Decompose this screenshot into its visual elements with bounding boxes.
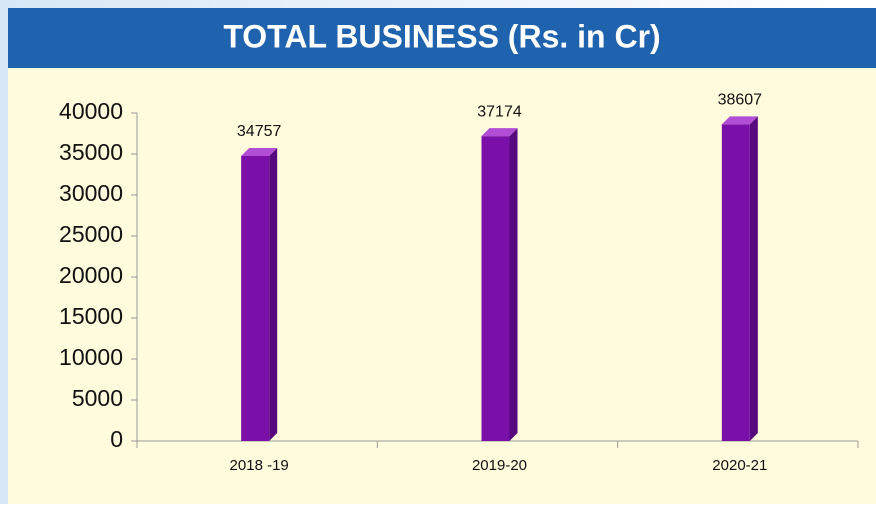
bar-side	[509, 128, 518, 441]
bar	[481, 136, 510, 441]
bar	[721, 124, 750, 441]
bar-top	[481, 128, 518, 137]
x-tick-label: 2019-20	[472, 457, 527, 474]
bar-side	[269, 147, 278, 441]
y-tick-label: 20000	[59, 262, 123, 288]
chart-title: TOTAL BUSINESS (Rs. in Cr)	[223, 18, 660, 54]
bar-top	[721, 116, 758, 125]
bar	[241, 155, 270, 441]
x-tick-label: 2020-21	[712, 457, 767, 474]
header-bar	[8, 8, 876, 68]
y-tick-label: 25000	[59, 221, 123, 247]
data-label: 38607	[718, 92, 763, 109]
bar-side	[749, 116, 758, 441]
y-tick-label: 35000	[59, 139, 123, 165]
y-tick-label: 30000	[59, 180, 123, 206]
data-label: 37174	[477, 103, 522, 120]
bar-top	[241, 147, 278, 156]
y-tick-label: 0	[110, 426, 123, 452]
x-tick-label: 2018 -19	[230, 457, 289, 474]
data-label: 34757	[237, 123, 282, 140]
y-tick-label: 5000	[72, 385, 123, 411]
y-tick-label: 15000	[59, 303, 123, 329]
y-tick-label: 40000	[59, 98, 123, 124]
y-tick-label: 10000	[59, 344, 123, 370]
